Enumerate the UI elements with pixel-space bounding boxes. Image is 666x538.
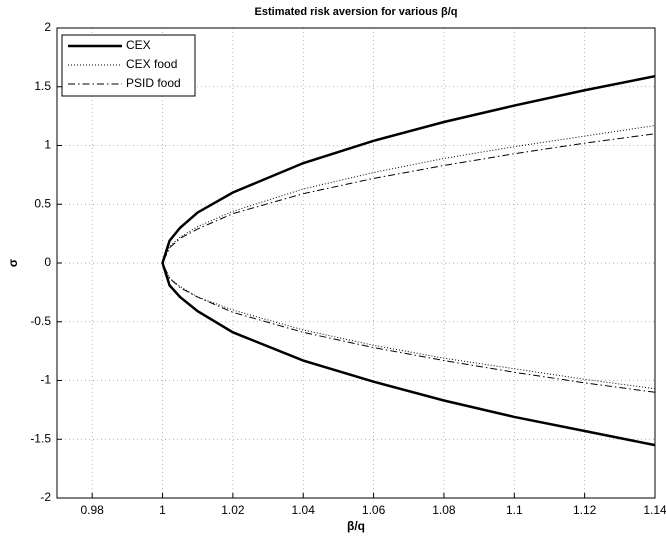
y-tick-label: -0.5 bbox=[30, 314, 51, 328]
x-axis-label: β/q bbox=[347, 519, 365, 533]
plot-area bbox=[57, 28, 655, 498]
legend-label: CEX bbox=[126, 38, 151, 52]
legend-label: CEX food bbox=[126, 57, 177, 71]
axes-box bbox=[56, 27, 656, 499]
x-tick-label: 1.08 bbox=[432, 503, 456, 517]
y-tick-label: 0.5 bbox=[34, 196, 51, 210]
chart-title: Estimated risk aversion for various β/q bbox=[255, 6, 458, 18]
series-line bbox=[161, 133, 656, 393]
y-tick-label: 1.5 bbox=[34, 79, 51, 93]
y-tick-label: -1.5 bbox=[30, 431, 51, 445]
y-tick-label: -1 bbox=[40, 373, 51, 387]
x-tick-label: 1.14 bbox=[643, 503, 666, 517]
legend-label: PSID food bbox=[126, 76, 181, 90]
x-tick-label: 1.12 bbox=[573, 503, 597, 517]
x-tick-label: 0.98 bbox=[80, 503, 104, 517]
y-axis-label: σ bbox=[6, 259, 20, 267]
series-line bbox=[161, 125, 656, 390]
series-line bbox=[161, 74, 656, 447]
y-tick-label: -2 bbox=[40, 490, 51, 504]
x-tick-label: 1.1 bbox=[506, 503, 523, 517]
y-tick-label: 0 bbox=[44, 255, 51, 269]
x-tick-label: 1 bbox=[159, 503, 166, 517]
y-tick-label: 1 bbox=[44, 138, 51, 152]
x-tick-label: 1.06 bbox=[362, 503, 386, 517]
x-tick-label: 1.02 bbox=[221, 503, 245, 517]
x-tick-label: 1.04 bbox=[292, 503, 316, 517]
y-tick-label: 2 bbox=[44, 20, 51, 34]
